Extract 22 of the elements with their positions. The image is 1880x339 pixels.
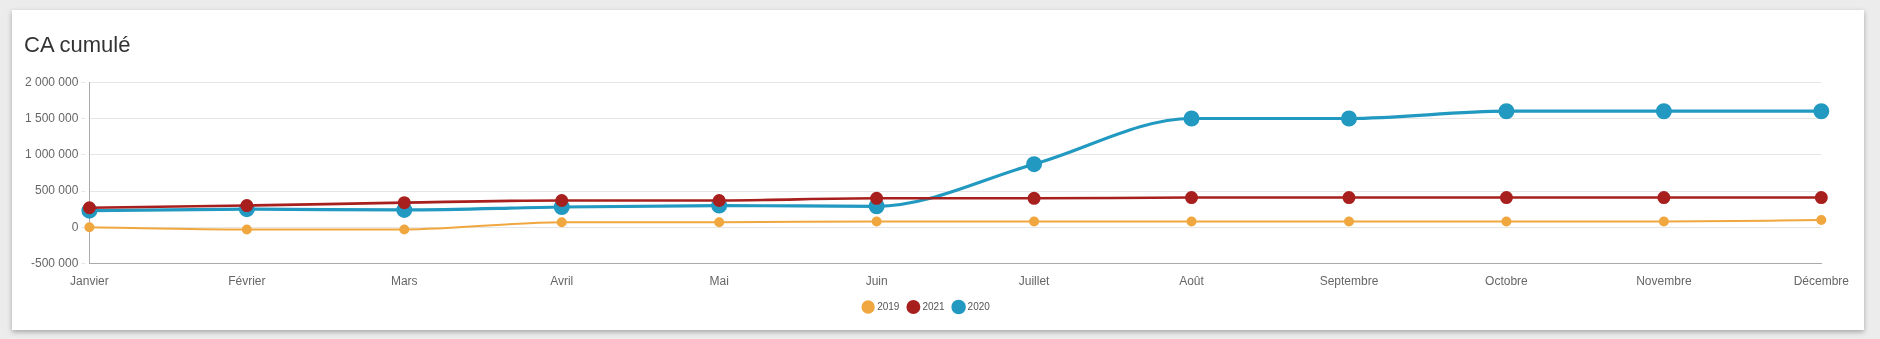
x-tick-label: Juin: [865, 274, 888, 289]
legend-label: 2021: [922, 300, 946, 312]
y-tick-label: 2 000 000: [24, 74, 79, 89]
x-tick-label: Décembre: [1793, 274, 1850, 289]
chart-title: CA cumulé: [24, 32, 131, 58]
x-tick-label: Mars: [390, 274, 418, 289]
x-tick-label: Février: [228, 274, 266, 289]
y-tick-label: 500 000: [34, 183, 79, 198]
x-tick-label: Juillet: [1018, 274, 1051, 289]
x-tick-label: Janvier: [70, 274, 109, 289]
y-tick-label: -500 000: [31, 255, 79, 270]
x-tick-label: Octobre: [1485, 274, 1529, 289]
y-tick-label: 0: [71, 219, 79, 234]
x-tick-label: Novembre: [1636, 274, 1692, 289]
x-tick-label: Avril: [550, 274, 574, 289]
y-tick-label: 1 500 000: [24, 110, 79, 125]
x-tick-label: Août: [1179, 274, 1205, 289]
y-tick-label: 1 000 000: [24, 147, 79, 162]
legend-label: 2019: [877, 300, 900, 312]
x-tick-label: Septembre: [1319, 274, 1379, 289]
x-tick-label: Mai: [709, 274, 729, 289]
legend-label: 2020: [967, 300, 991, 312]
